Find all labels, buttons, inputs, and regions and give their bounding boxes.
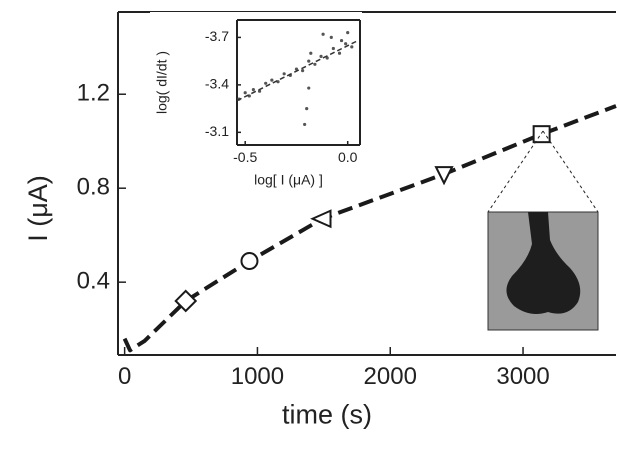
marker xyxy=(532,125,551,144)
x-tick-label: 2000 xyxy=(364,363,417,390)
y-tick-label: -3.4 xyxy=(205,76,229,92)
marker xyxy=(174,289,198,313)
x-axis-label: log[ I (μA) ] xyxy=(254,171,323,187)
zoom-line xyxy=(542,130,599,213)
point xyxy=(344,42,348,46)
y-tick-label: -3.7 xyxy=(205,28,229,44)
point xyxy=(270,78,274,82)
point xyxy=(321,32,325,36)
inset-background xyxy=(150,12,362,197)
point xyxy=(329,35,333,40)
point xyxy=(350,45,354,49)
point xyxy=(243,91,247,95)
inset-plot: -0.5 0.0 -3.1 -3.4 -3.7 log[ I (μA) ] log( dI/… xyxy=(154,19,361,187)
x-axis-label: time (s) xyxy=(282,399,372,429)
point xyxy=(313,62,317,66)
x-tick-label: 0.0 xyxy=(338,149,358,165)
x-tick-label: -0.5 xyxy=(233,149,257,165)
point xyxy=(294,67,299,71)
point xyxy=(307,59,311,63)
point xyxy=(251,88,255,92)
point xyxy=(339,38,344,43)
zoom-line xyxy=(487,130,544,213)
marker xyxy=(240,252,259,271)
point xyxy=(331,46,335,51)
y-tick-label: 1.2 xyxy=(77,80,110,107)
y-axis-label: I (μA) xyxy=(23,175,53,242)
point xyxy=(309,51,313,55)
marker xyxy=(310,209,332,229)
main-plot: 0 1000 2000 3000 0.4 0.8 1.2 time (s) I (μA) xyxy=(23,11,617,429)
y-tick-label: -3.1 xyxy=(205,123,229,139)
x-tick-label: 1000 xyxy=(231,363,284,390)
point xyxy=(264,81,268,85)
y-axis-label: log( dI/dt ) xyxy=(154,51,170,114)
y-tick-label: 0.4 xyxy=(77,268,110,295)
inset-photo xyxy=(487,130,599,331)
y-tick-label: 0.8 xyxy=(77,174,110,201)
x-tick-label: 3000 xyxy=(496,363,549,390)
photo-blob xyxy=(506,212,581,314)
point xyxy=(337,51,342,55)
marker xyxy=(434,166,454,186)
line xyxy=(236,39,359,102)
point xyxy=(301,69,305,73)
point xyxy=(346,31,350,35)
point xyxy=(282,72,286,76)
point xyxy=(303,122,307,127)
point xyxy=(325,56,329,60)
point xyxy=(307,86,311,90)
point xyxy=(305,107,309,111)
x-tick-label: 0 xyxy=(118,363,131,390)
point xyxy=(319,54,323,58)
